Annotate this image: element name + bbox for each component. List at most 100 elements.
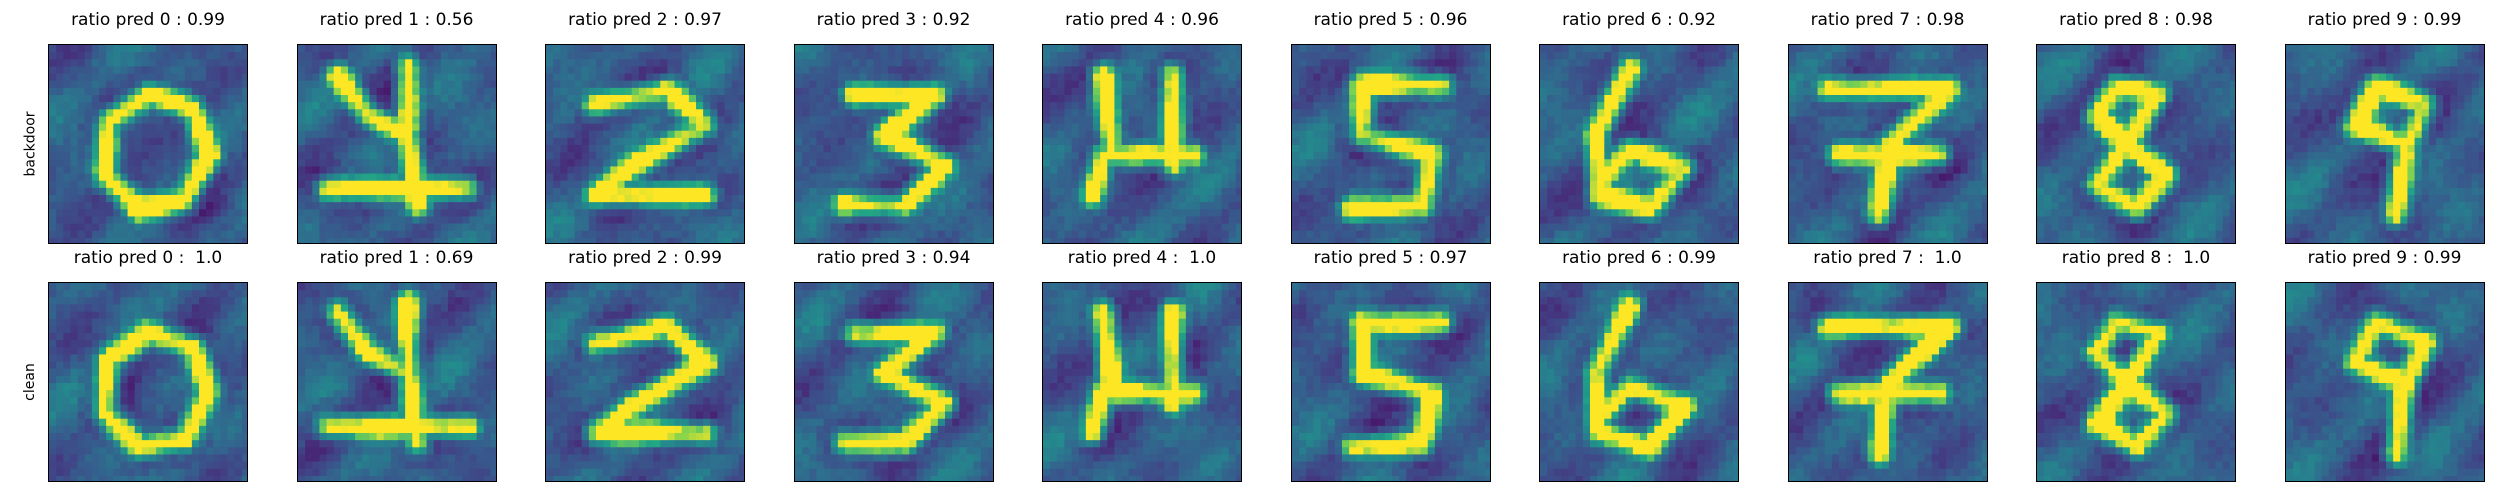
heatmap-cell — [184, 95, 193, 103]
heatmap-cell — [638, 195, 647, 203]
heatmap-cell — [638, 230, 647, 239]
heatmap-cell — [333, 45, 341, 53]
heatmap-cell — [56, 216, 64, 224]
heatmap-cell — [794, 87, 803, 96]
heatmap-cell — [688, 123, 697, 132]
heatmap-cell — [830, 73, 838, 82]
heatmap-cell — [1341, 52, 1350, 60]
heatmap-cell — [206, 87, 214, 96]
heatmap-cell — [844, 223, 853, 232]
heatmap-cell — [1427, 137, 1435, 146]
heatmap-cell — [206, 95, 214, 103]
heatmap-cell — [965, 59, 974, 67]
heatmap-cell — [156, 95, 164, 103]
heatmap-cell — [738, 187, 744, 196]
heatmap-cell — [411, 173, 420, 182]
heatmap-cell — [724, 102, 733, 110]
heatmap-cell — [376, 95, 384, 103]
heatmap-cell — [113, 95, 121, 103]
heatmap-cell — [560, 145, 568, 153]
heatmap-cell — [944, 59, 953, 67]
heatmap-cell — [808, 109, 817, 117]
heatmap-cell — [1561, 52, 1569, 60]
heatmap-cell — [376, 187, 384, 196]
heatmap-cell — [617, 95, 625, 103]
heatmap-cell — [213, 87, 221, 96]
heatmap-cell — [311, 59, 320, 67]
heatmap-cell — [696, 66, 704, 74]
heatmap-cell — [794, 152, 803, 160]
heatmap-cell — [1207, 223, 1215, 232]
heatmap-cell — [581, 73, 590, 82]
heatmap-cell — [1540, 102, 1548, 110]
heatmap-cell — [1355, 223, 1364, 232]
heatmap-cell — [234, 73, 243, 82]
heatmap-cell — [553, 137, 561, 146]
heatmap-cell — [347, 187, 356, 196]
heatmap-cell — [191, 66, 200, 74]
heatmap-cell — [1193, 166, 1201, 174]
heatmap-cell — [915, 195, 924, 203]
heatmap-cell — [965, 173, 974, 182]
heatmap-cell — [1455, 59, 1464, 67]
heatmap-cell — [653, 116, 661, 124]
heatmap-cell — [213, 116, 221, 124]
heatmap-cell — [1150, 237, 1158, 243]
heatmap-cell — [1064, 66, 1072, 74]
heatmap-cell — [717, 123, 725, 132]
heatmap-cell — [1298, 152, 1307, 160]
heatmap-cell — [1441, 216, 1450, 224]
heatmap-cell — [1370, 102, 1378, 110]
heatmap-cell — [1362, 173, 1371, 182]
heatmap-cell — [1320, 87, 1328, 96]
heatmap-cell — [717, 109, 725, 117]
heatmap-cell — [837, 123, 845, 132]
heatmap-cell — [1448, 223, 1457, 232]
heatmap-cell — [794, 95, 803, 103]
heatmap-cell — [376, 173, 384, 182]
heatmap-cell — [340, 187, 348, 196]
heatmap-cell — [1640, 95, 1648, 103]
heatmap-cell — [483, 202, 491, 210]
heatmap-cell — [1078, 59, 1087, 67]
heatmap-cell — [1640, 52, 1648, 60]
heatmap-cell — [426, 123, 434, 132]
heatmap-cell — [731, 73, 740, 82]
heatmap-cell — [383, 45, 391, 53]
heatmap-cell — [980, 166, 988, 174]
heatmap-cell — [490, 116, 496, 124]
heatmap-cell — [801, 180, 810, 189]
heatmap-cell — [1434, 130, 1442, 139]
heatmap-cell — [411, 216, 420, 224]
heatmap-cell — [170, 80, 178, 89]
heatmap-cell — [426, 59, 434, 67]
heatmap-cell — [951, 66, 960, 74]
heatmap-cell — [141, 166, 150, 174]
heatmap-cell — [120, 123, 128, 132]
heatmap-cell — [354, 52, 363, 60]
heatmap-cell — [815, 223, 824, 232]
heatmap-cell — [91, 237, 100, 243]
heatmap-cell — [99, 109, 107, 117]
heatmap-cell — [318, 202, 327, 210]
heatmap-cell — [1384, 209, 1392, 217]
heatmap-cell — [973, 187, 981, 196]
heatmap-cell — [326, 45, 334, 53]
heatmap-cell — [851, 73, 860, 82]
heatmap-cell — [1675, 45, 1684, 53]
heatmap-cell — [901, 145, 910, 153]
heatmap-cell — [1327, 223, 1335, 232]
heatmap-cell — [191, 123, 200, 132]
heatmap-cell — [56, 95, 64, 103]
heatmap-cell — [149, 237, 157, 243]
heatmap-cell — [1085, 209, 1094, 217]
heatmap-cell — [617, 45, 625, 53]
heatmap-cell — [958, 223, 967, 232]
heatmap-cell — [1057, 95, 1065, 103]
heatmap-cell — [1561, 109, 1569, 117]
heatmap-cell — [1398, 59, 1407, 67]
heatmap-cell — [581, 195, 590, 203]
heatmap-cell — [1135, 202, 1144, 210]
heatmap-cell — [880, 80, 888, 89]
heatmap-cell — [376, 130, 384, 139]
